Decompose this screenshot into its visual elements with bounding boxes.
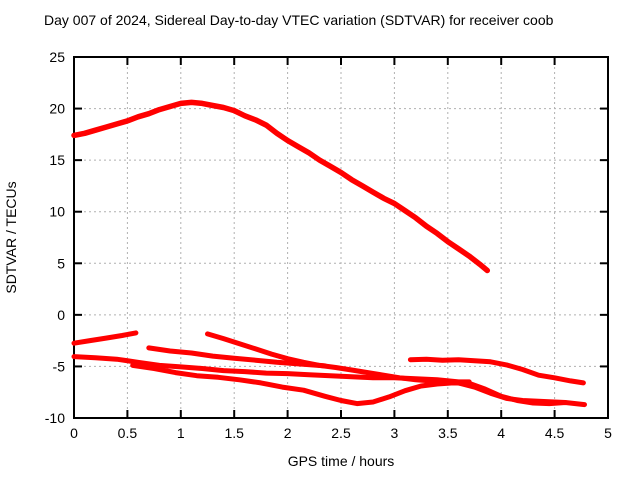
data-trace-late-flat-trace (407, 356, 586, 386)
y-tick-label: 25 (49, 49, 65, 65)
x-tick-label: 3.5 (438, 425, 458, 441)
x-tick-label: 1 (177, 425, 185, 441)
x-tick-label: 5 (604, 425, 612, 441)
y-tick-label: 10 (49, 204, 65, 220)
x-tick-label: 2 (284, 425, 292, 441)
data-trace-short-rising-trace (71, 330, 139, 346)
x-tick-label: 3 (391, 425, 399, 441)
x-tick-label: 0 (70, 425, 78, 441)
x-tick-label: 2.5 (331, 425, 351, 441)
data-trace-band-trace-a (71, 354, 472, 385)
data-trace-band-trace-b (146, 345, 328, 369)
x-tick-label: 0.5 (118, 425, 138, 441)
y-tick-label: 5 (57, 255, 65, 271)
y-tick-label: 20 (49, 101, 65, 117)
x-tick-label: 4 (497, 425, 505, 441)
y-tick-label: 0 (57, 307, 65, 323)
x-tick-label: 1.5 (224, 425, 244, 441)
x-axis-label: GPS time / hours (288, 453, 395, 469)
y-tick-label: 15 (49, 152, 65, 168)
y-axis-label: SDTVAR / TECUs (3, 181, 19, 293)
y-tick-label: -5 (53, 358, 66, 374)
y-tick-label: -10 (45, 410, 65, 426)
chart-title: Day 007 of 2024, Sidereal Day-to-day VTE… (44, 12, 554, 28)
data-trace-vtec-arc-trace (71, 99, 491, 274)
x-tick-label: 4.5 (545, 425, 565, 441)
data-trace-dip-trace (130, 362, 587, 408)
